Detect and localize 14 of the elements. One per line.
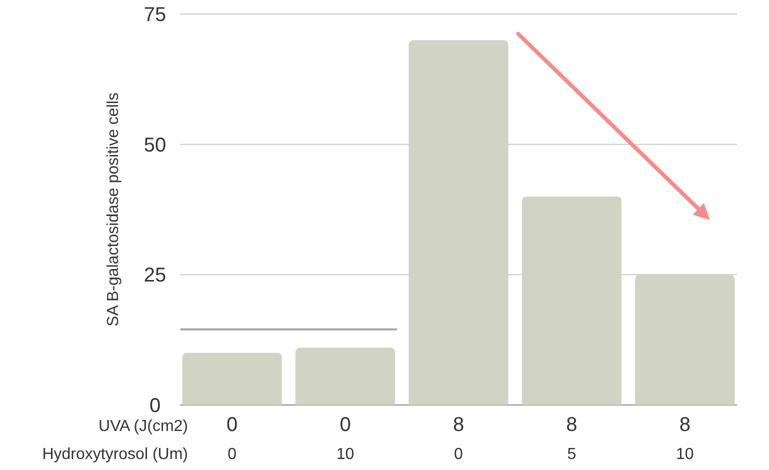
bar (182, 352, 282, 405)
bar (295, 348, 396, 405)
y-tick-label: 75 (144, 4, 166, 26)
x-tick-label: 8 10 (676, 414, 694, 463)
x-tick-label: 0 0 (226, 414, 238, 463)
x-tick-label: 8 0 (452, 414, 464, 463)
text: UVA (J(cm2) (98, 418, 188, 435)
text: Hydroxytyrosol (Um) (42, 446, 188, 463)
x-tick-label: 0 10 (336, 414, 354, 463)
y-tick-label: 50 (144, 134, 166, 156)
y-tick-label: 25 (144, 264, 166, 287)
y-tick-label: 0 (149, 395, 161, 417)
x-tick-label: 8 5 (566, 414, 578, 463)
y-axis-title: SA B-galactosidase positive cells (105, 92, 122, 326)
